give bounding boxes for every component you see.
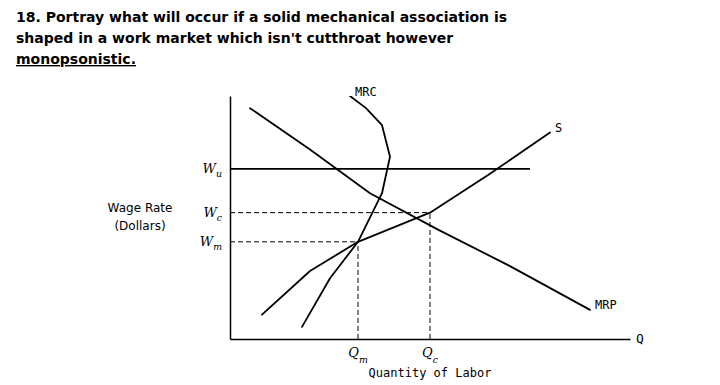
y-guide-label: Wm: [200, 233, 222, 252]
y-axis-title: (Dollars): [114, 219, 165, 233]
y-guide-label: Wc: [203, 204, 222, 223]
y-axis: [230, 97, 231, 340]
series-label: MRC: [355, 85, 377, 99]
title: monopsonistic.: [16, 51, 136, 67]
guide-horizontal: [230, 241, 358, 242]
series-label: S: [555, 121, 562, 135]
x-axis: [231, 339, 631, 340]
x-guide-label: Qc: [422, 345, 439, 365]
axis-line: [231, 339, 631, 341]
x-axis-symbol: Q: [636, 331, 644, 346]
x-axis-title: Quantity of Labor: [369, 366, 492, 380]
guide-vertical: [430, 213, 431, 339]
curve: [262, 132, 550, 314]
series-label: MRP: [595, 298, 617, 312]
y-axis-title: Wage Rate: [108, 201, 173, 215]
plot-area: [230, 96, 590, 339]
guide-vertical: [358, 242, 359, 339]
title: shaped in a work market which isn't cutt…: [16, 30, 453, 46]
x-guide-label: Qm: [348, 345, 368, 365]
axis-line: [230, 97, 232, 340]
guide-horizontal: [230, 168, 530, 170]
y-guide-label: Wu: [203, 160, 222, 179]
curve: [302, 96, 390, 327]
guide-horizontal: [230, 212, 430, 213]
title: 18. Portray what will occur if a solid m…: [16, 9, 507, 25]
chart: 18. Portray what will occur if a solid m…: [0, 0, 720, 385]
